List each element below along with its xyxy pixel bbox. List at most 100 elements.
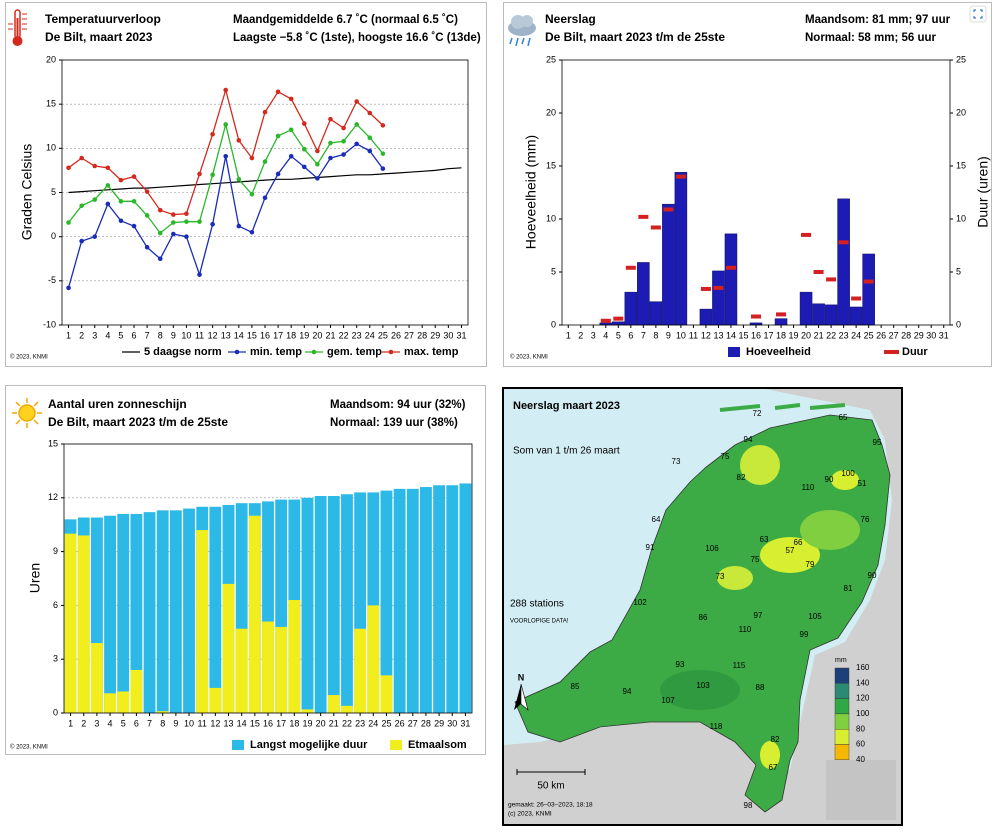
station-value: 63 (760, 535, 769, 544)
station-value: 85 (571, 682, 580, 691)
x-tick-label: 7 (147, 718, 152, 728)
x-tick-label: 26 (391, 330, 401, 340)
legend-label: Hoeveelheid (746, 346, 811, 358)
x-tick-label: 9 (173, 718, 178, 728)
y-tick-label: 5 (51, 187, 56, 197)
x-tick-label: 16 (751, 330, 761, 340)
station-value: 73 (716, 572, 725, 581)
data-point (171, 220, 176, 225)
station-value: 105 (808, 612, 822, 621)
data-point (275, 171, 281, 177)
station-value: 103 (696, 681, 710, 690)
station-value: 79 (806, 560, 815, 569)
y-tick-label: 15 (48, 438, 58, 448)
data-point (288, 96, 294, 102)
data-point (105, 165, 111, 171)
bar (799, 291, 813, 326)
x-tick-label: 26 (876, 330, 886, 340)
station-value: 72 (753, 409, 762, 418)
x-tick-label: 20 (801, 330, 811, 340)
bar (288, 600, 301, 713)
x-tick-label: 6 (628, 330, 633, 340)
map-dry-patch (760, 741, 780, 769)
chart-subtitle: De Bilt, maart 2023 t/m de 25ste (48, 415, 228, 429)
thermometer-icon (8, 9, 27, 46)
bar (624, 291, 638, 326)
data-point (328, 155, 333, 161)
duration-mark (826, 277, 837, 282)
copyright: © 2023, KNMI (10, 354, 48, 361)
bar (183, 508, 195, 713)
legend-swatch (234, 349, 240, 355)
x-tick-label: 28 (421, 718, 431, 728)
x-tick-label: 6 (132, 330, 137, 340)
duration-mark (725, 265, 736, 270)
data-point (223, 122, 229, 127)
data-point (236, 223, 242, 229)
bar (222, 583, 235, 713)
station-value: 90 (825, 475, 834, 484)
map-dry-patch (717, 566, 753, 590)
station-value: 107 (661, 696, 675, 705)
bar (612, 321, 625, 326)
y-axis-label: Hoeveelheid (mm) (523, 135, 539, 249)
station-value: 86 (699, 613, 708, 622)
station-value: 75 (721, 452, 730, 461)
data-point (105, 183, 111, 188)
map-warning: VOORLOPIGE DATA! (510, 619, 569, 625)
map-subtitle: Som van 1 t/m 26 maart (513, 446, 620, 457)
data-point (118, 218, 124, 224)
duration-mark (650, 225, 661, 230)
x-tick-label: 31 (939, 330, 949, 340)
fullscreen-icon[interactable] (969, 5, 987, 23)
duration-mark (625, 265, 636, 270)
bar (367, 492, 380, 713)
legend-unit: mm (835, 657, 847, 664)
station-value: 106 (705, 544, 719, 553)
station-value: 95 (873, 438, 882, 447)
y-tick-label: 0 (551, 319, 556, 329)
summary-text: Maandsom: 94 uur (32%) (330, 399, 466, 411)
x-tick-label: 4 (105, 330, 110, 340)
x-tick-label: 5 (616, 330, 621, 340)
legend-swatch (232, 740, 244, 750)
x-tick-label: 8 (158, 330, 163, 340)
data-point (79, 238, 84, 244)
data-point (105, 201, 111, 207)
duration-mark (863, 279, 874, 284)
data-point (380, 151, 386, 156)
duration-mark (613, 316, 624, 321)
legend-swatch (884, 350, 899, 354)
x-tick-label: 25 (381, 718, 391, 728)
copyright: © 2023, KNMI (10, 744, 48, 751)
bar (393, 488, 406, 713)
copyright: © 2023, KNMI (510, 354, 548, 361)
station-value: 97 (754, 611, 763, 620)
x-tick-label: 30 (926, 330, 936, 340)
bar (235, 503, 248, 713)
bar (143, 512, 156, 713)
y-tick-label: 0 (51, 231, 56, 241)
bar (275, 626, 288, 713)
data-point (197, 171, 202, 177)
legend-label: 5 daagse norm (144, 346, 222, 358)
bar (674, 172, 688, 326)
x-tick-label: 5 (118, 330, 123, 340)
bar (699, 308, 713, 326)
bar (196, 530, 209, 713)
map-copyright: (c) 2023, KNMI (508, 811, 552, 818)
data-point (367, 135, 373, 141)
x-tick-label: 13 (221, 330, 231, 340)
x-tick-label: 14 (234, 330, 244, 340)
legend-tick-label: 140 (856, 678, 870, 687)
bar (341, 705, 353, 713)
station-value: 75 (751, 555, 760, 564)
x-tick-label: 17 (273, 330, 283, 340)
y-tick-label: 20 (546, 107, 556, 117)
summary-text: Normaal: 139 uur (38%) (330, 417, 458, 429)
station-value: 110 (739, 625, 752, 634)
data-point (144, 244, 150, 250)
station-value: 100 (841, 469, 855, 478)
north-arrow (514, 684, 521, 710)
map-stations-note: 288 stations (510, 599, 564, 610)
